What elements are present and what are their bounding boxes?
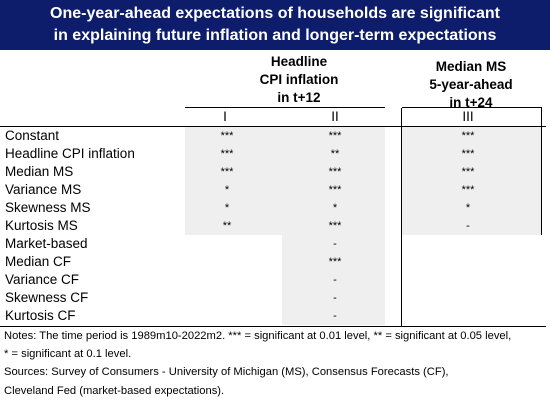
cell-ii: - bbox=[333, 310, 337, 322]
row-label: Skewness CF bbox=[5, 290, 89, 305]
column-label-ii: II bbox=[331, 109, 339, 124]
header-line: in t+24 bbox=[449, 95, 493, 110]
column-label-iii: III bbox=[462, 109, 474, 124]
cell-ii: *** bbox=[328, 166, 342, 178]
chart-title: One-year-ahead expectations of household… bbox=[0, 0, 550, 50]
cell-iii: *** bbox=[461, 130, 475, 142]
header-median-ms: Median MS 5-year-ahead in t+24 bbox=[400, 58, 542, 112]
notes-block: Notes: The time period is 1989m10-2022m2… bbox=[4, 327, 549, 400]
cell-i: *** bbox=[220, 166, 234, 178]
row-label: Market-based bbox=[5, 236, 88, 251]
header-line: CPI inflation bbox=[259, 72, 339, 87]
cell-i: *** bbox=[220, 130, 234, 142]
table-bottom-rule bbox=[0, 326, 546, 327]
cell-ii: * bbox=[332, 202, 338, 214]
header-headline-cpi: Headline CPI inflation in t+12 bbox=[215, 53, 383, 107]
note-line: Notes: The time period is 1989m10-2022m2… bbox=[4, 330, 512, 342]
cell-ii: ** bbox=[330, 148, 340, 160]
cell-iii: *** bbox=[461, 166, 475, 178]
cell-i: ** bbox=[222, 220, 232, 232]
cell-ii: *** bbox=[328, 130, 342, 142]
row-label: Kurtosis MS bbox=[5, 218, 78, 233]
note-line: Cleveland Fed (market-based expectations… bbox=[4, 384, 225, 397]
header-bottom-rule bbox=[0, 126, 546, 127]
divider-right-iii bbox=[541, 108, 542, 235]
cell-i: *** bbox=[220, 148, 234, 160]
cell-iii: *** bbox=[461, 148, 475, 160]
row-label: Variance CF bbox=[5, 272, 80, 287]
divider-left-iii bbox=[401, 108, 402, 327]
row-label: Constant bbox=[5, 128, 60, 143]
note-line: Sources: Survey of Consumers - Universit… bbox=[4, 366, 449, 379]
cell-ii: *** bbox=[328, 256, 342, 268]
row-label: Headline CPI inflation bbox=[5, 146, 135, 161]
note-line: * = significant at 0.1 level. bbox=[4, 348, 132, 361]
cell-i: * bbox=[224, 202, 230, 214]
shaded-block-col-iii bbox=[402, 127, 542, 235]
header-line: 5-year-ahead bbox=[429, 77, 513, 92]
cell-i: * bbox=[224, 184, 230, 196]
row-label: Skewness MS bbox=[5, 200, 91, 215]
cell-iii: - bbox=[466, 220, 470, 232]
shaded-block-col-ii bbox=[282, 235, 385, 325]
cell-ii: - bbox=[333, 274, 337, 286]
row-label: Median CF bbox=[5, 254, 72, 269]
cell-iii: *** bbox=[461, 184, 475, 196]
header-rule-group2 bbox=[402, 107, 542, 108]
row-label: Kurtosis CF bbox=[5, 308, 76, 323]
row-label: Median MS bbox=[5, 164, 74, 179]
header-line: Median MS bbox=[435, 59, 507, 74]
header-line: Headline bbox=[270, 54, 328, 69]
cell-ii: - bbox=[333, 292, 337, 304]
cell-iii: * bbox=[465, 202, 471, 214]
title-line-1: One-year-ahead expectations of household… bbox=[50, 5, 500, 22]
row-label: Variance MS bbox=[5, 182, 82, 197]
title-line-2: in explaining future inflation and longe… bbox=[53, 27, 497, 44]
cell-ii: *** bbox=[328, 184, 342, 196]
header-line: in t+12 bbox=[277, 90, 321, 105]
shaded-block-rows-1-6 bbox=[185, 127, 385, 235]
column-label-i: I bbox=[223, 109, 227, 124]
cell-ii: - bbox=[333, 238, 337, 250]
cell-ii: *** bbox=[328, 220, 342, 232]
header-rule-group1 bbox=[185, 107, 385, 108]
